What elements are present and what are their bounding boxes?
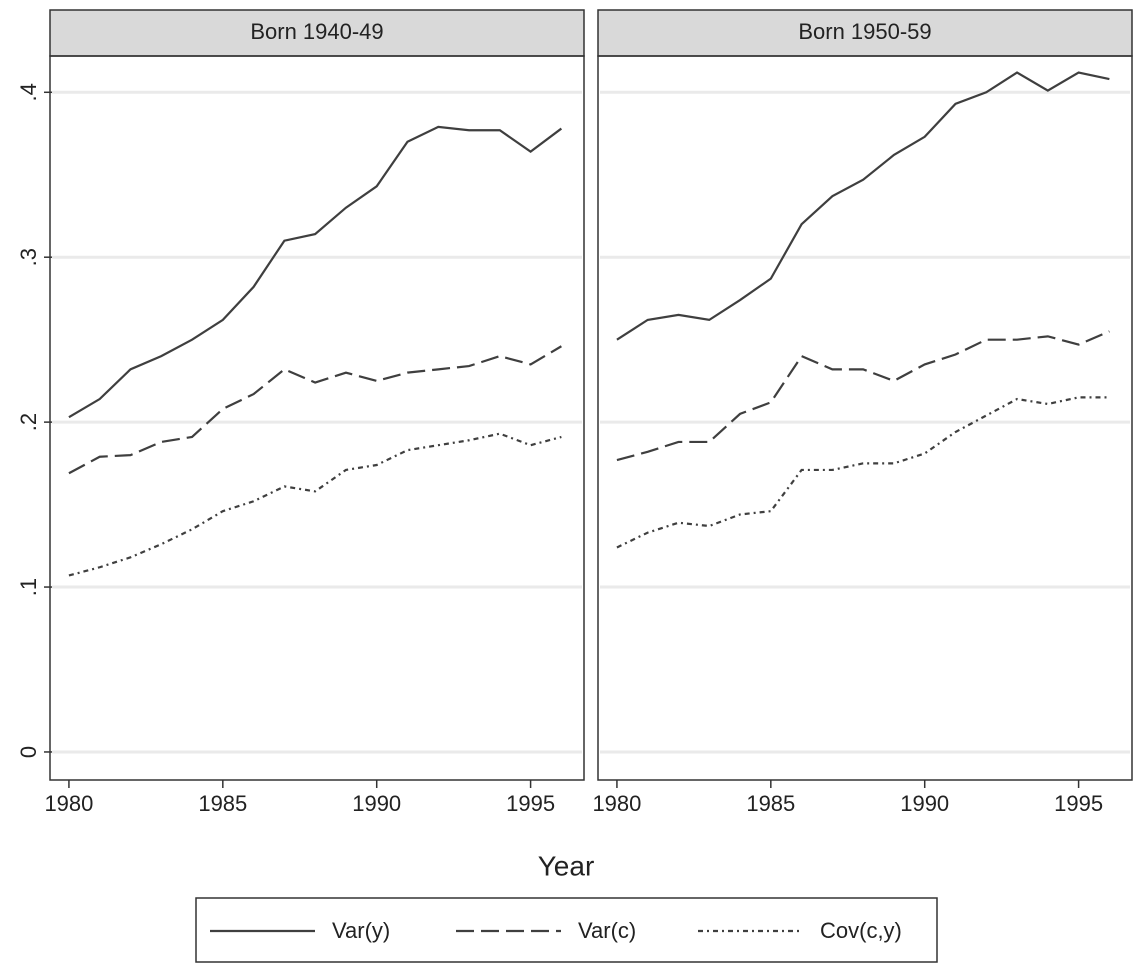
panel-title: Born 1940-49 — [250, 19, 383, 44]
legend-box — [195, 897, 938, 963]
x-tick-label: 1985 — [198, 791, 247, 816]
series-line — [68, 345, 562, 475]
x-tick-label: 1990 — [352, 791, 401, 816]
plot-border — [597, 55, 1133, 781]
y-tick-label: .3 — [16, 248, 41, 266]
panel-strip — [49, 9, 585, 57]
plot-border — [49, 55, 585, 781]
series-line — [616, 71, 1110, 341]
x-tick-label: 1990 — [900, 791, 949, 816]
panel-strip — [597, 9, 1133, 57]
y-tick-label: .4 — [16, 83, 41, 101]
series-line — [68, 125, 563, 419]
legend-label: Var(c) — [578, 918, 636, 943]
legend-label: Var(y) — [332, 918, 390, 943]
x-axis-title: Year — [538, 850, 595, 881]
x-tick-label: 1995 — [506, 791, 555, 816]
panel-title: Born 1950-59 — [798, 19, 931, 44]
x-tick-label: 1980 — [592, 791, 641, 816]
y-tick-label: .2 — [16, 413, 41, 431]
x-tick-label: 1995 — [1054, 791, 1103, 816]
x-tick-label: 1980 — [44, 791, 93, 816]
series-line — [616, 330, 1110, 462]
legend-label: Cov(c,y) — [820, 918, 902, 943]
series-line — [616, 396, 1110, 549]
y-tick-label: .1 — [16, 578, 41, 596]
x-tick-label: 1985 — [746, 791, 795, 816]
y-tick-label: 0 — [16, 746, 41, 758]
series-line — [68, 432, 562, 577]
